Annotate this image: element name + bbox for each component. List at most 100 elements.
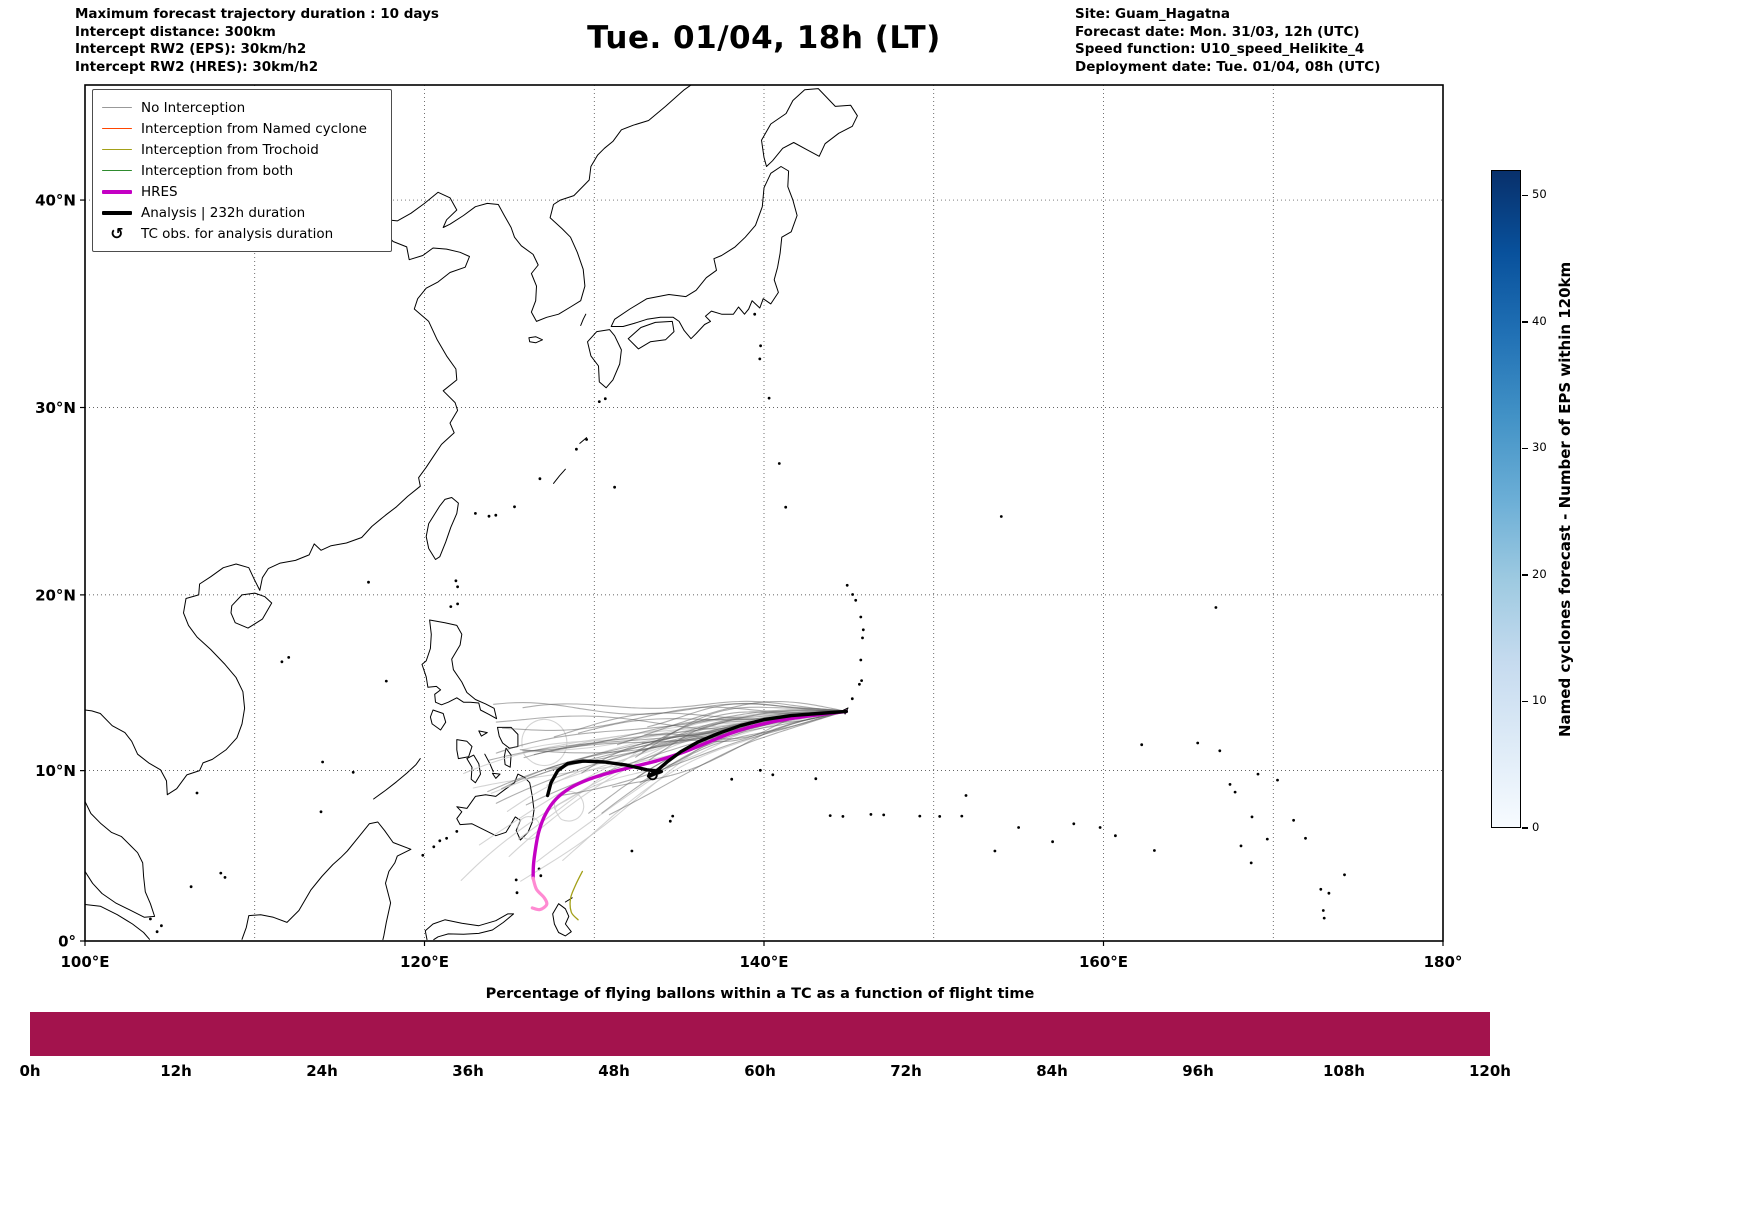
ensemble-trajectory [608,710,847,816]
island-outline [429,709,447,731]
legend-line-swatch [102,127,132,130]
small-island-dot [195,791,199,795]
small-island-dot [784,505,788,509]
small-island-dot [384,679,388,683]
small-island-dot [771,773,775,777]
small-island-dot [1249,861,1253,865]
legend-line-swatch [102,148,132,151]
small-island-dot [850,697,854,701]
small-island-dot [1072,822,1076,826]
small-island-dot [1017,826,1020,829]
small-island-dot [474,512,477,515]
small-island-dot [351,770,355,774]
percentage-bar-segment [162,1012,296,1056]
small-island-dot [730,777,734,781]
small-island-dot [189,885,193,889]
small-island-dot [1304,836,1307,840]
small-island-dot [367,580,370,584]
legend-item: ↺ TC obs. for analysis duration [102,223,381,244]
flight-time-tick-label: 84h [1036,1062,1068,1080]
percentage-bar-segment [428,1012,561,1056]
flight-time-tick-label: 48h [598,1062,630,1080]
small-island-dot [1153,849,1156,852]
small-island-dot [845,583,849,587]
small-island-dot [515,891,519,895]
flight-time-tick-label: 24h [306,1062,338,1080]
island-outline [761,88,858,167]
ensemble-trajectory [501,706,847,731]
small-island-dot [753,312,757,316]
small-island-dot [671,814,675,818]
island-outline [528,336,543,344]
y-tick-label: 30°N [35,399,76,417]
small-island-dot [603,397,607,401]
small-island-dot [1214,606,1218,609]
small-island-dot [861,628,865,632]
small-island-dot [767,396,771,400]
analysis-track [545,709,848,798]
percentage-bar-segment [295,1012,429,1056]
colorbar-gradient [1491,170,1521,828]
legend-line [102,169,132,172]
small-island-dot [280,660,284,664]
small-island-dot [1051,840,1054,844]
small-island-dot [1098,826,1102,829]
tc-obs-symbol-icon: ↺ [110,223,124,243]
colorbar-tick [1522,700,1528,703]
ensemble-trajectory [644,710,847,740]
small-island-dot [432,845,436,849]
small-island-dot [993,849,997,853]
colorbar-tick [1522,827,1528,829]
small-island-dot [514,878,518,882]
legend-label: Interception from Named cyclone [141,120,367,137]
small-island-dot [445,836,448,840]
flight-time-percentage-bar [30,1012,1491,1056]
coastline [424,913,515,941]
small-island-dot [513,505,516,509]
small-island-dot [149,917,152,921]
legend-item: Interception from Trochoid [102,139,381,160]
small-island-dot [960,814,964,818]
small-island-dot [777,462,781,465]
percentage-bar-segment [959,1012,1092,1056]
legend-line [102,148,132,151]
intercept-rw2-eps-text: Intercept RW2 (EPS): 30km/h2 [75,41,307,57]
small-island-dot [1319,887,1323,891]
deployment-date-text: Deployment date: Tue. 01/04, 08h (UTC) [1075,58,1381,75]
colorbar-tick-label: 40 [1532,313,1547,328]
island-outline [497,726,519,749]
colorbar-tick-label: 0 [1532,820,1540,834]
small-island-dot [585,438,588,441]
legend-line [102,127,132,130]
legend-label: TC obs. for analysis duration [141,225,334,242]
small-island-dot [860,679,863,682]
percentage-bar-segment [693,1012,827,1056]
island-outline [610,166,798,340]
legend-item: Interception from both [102,160,381,181]
small-island-dot [851,593,854,596]
hres-track-tail [530,876,549,912]
ensemble-trajectory [522,700,847,712]
small-island-dot [1343,873,1346,877]
flight-time-tick-label: 72h [890,1062,922,1080]
small-island-dot [223,876,227,879]
percentage-bar-segment [1224,1012,1358,1056]
island-outline [552,903,572,937]
island-outline [456,739,473,760]
coastline [553,468,566,484]
legend-item: No Interception [102,97,381,118]
legend-line-swatch [102,189,132,194]
x-tick-label: 180° [1424,953,1463,971]
legend-line-swatch [102,106,132,109]
small-island-dot [1233,790,1237,794]
percentage-bar-segment [560,1012,694,1056]
intercept-rw2-hres-text: Intercept RW2 (HRES): 30km/h2 [75,58,319,75]
small-island-dot [1196,741,1200,745]
ensemble-trajectory-no-interception [508,710,847,858]
legend-line-swatch [102,210,132,215]
x-tick-label: 160°E [1079,953,1128,971]
legend-line [102,106,132,109]
max-duration-text: Maximum forecast trajectory duration : 1… [75,6,439,22]
small-island-dot [828,814,832,817]
colorbar-tick-label: 50 [1532,187,1547,202]
